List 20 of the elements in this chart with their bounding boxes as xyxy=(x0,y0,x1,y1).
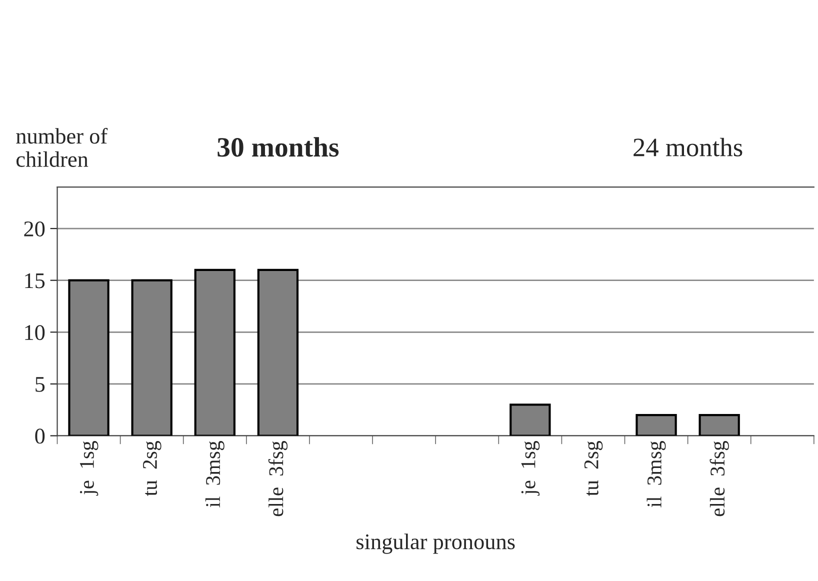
x-tick-label: tu 2sg xyxy=(142,441,162,496)
x-tick-label: il 3msg xyxy=(205,441,224,508)
bar xyxy=(698,414,740,436)
bar xyxy=(636,414,677,436)
text: 24 months xyxy=(634,138,742,156)
x-tick-label: elle 3fsg xyxy=(268,441,288,516)
x-tick-label: tu 2sg xyxy=(584,441,603,496)
y-tick-label: 5 xyxy=(36,377,45,392)
y-tick-label: 10 xyxy=(25,325,45,340)
x-tick-label: il 3msg xyxy=(646,441,666,508)
text: 30 months xyxy=(218,137,339,157)
y-axis-title: number of children xyxy=(16,128,108,167)
x-tick-label: elle 3fsg xyxy=(710,441,729,516)
y-tick-label: 0 xyxy=(35,428,45,444)
y-tick-label: 20 xyxy=(24,221,45,236)
x-axis-title: singular pronouns xyxy=(356,534,515,554)
bar xyxy=(510,404,551,436)
y-tick-label: 15 xyxy=(25,273,45,288)
x-tick-label: je 1sg xyxy=(80,441,98,496)
x-tick-label: je 1sg xyxy=(521,441,540,496)
